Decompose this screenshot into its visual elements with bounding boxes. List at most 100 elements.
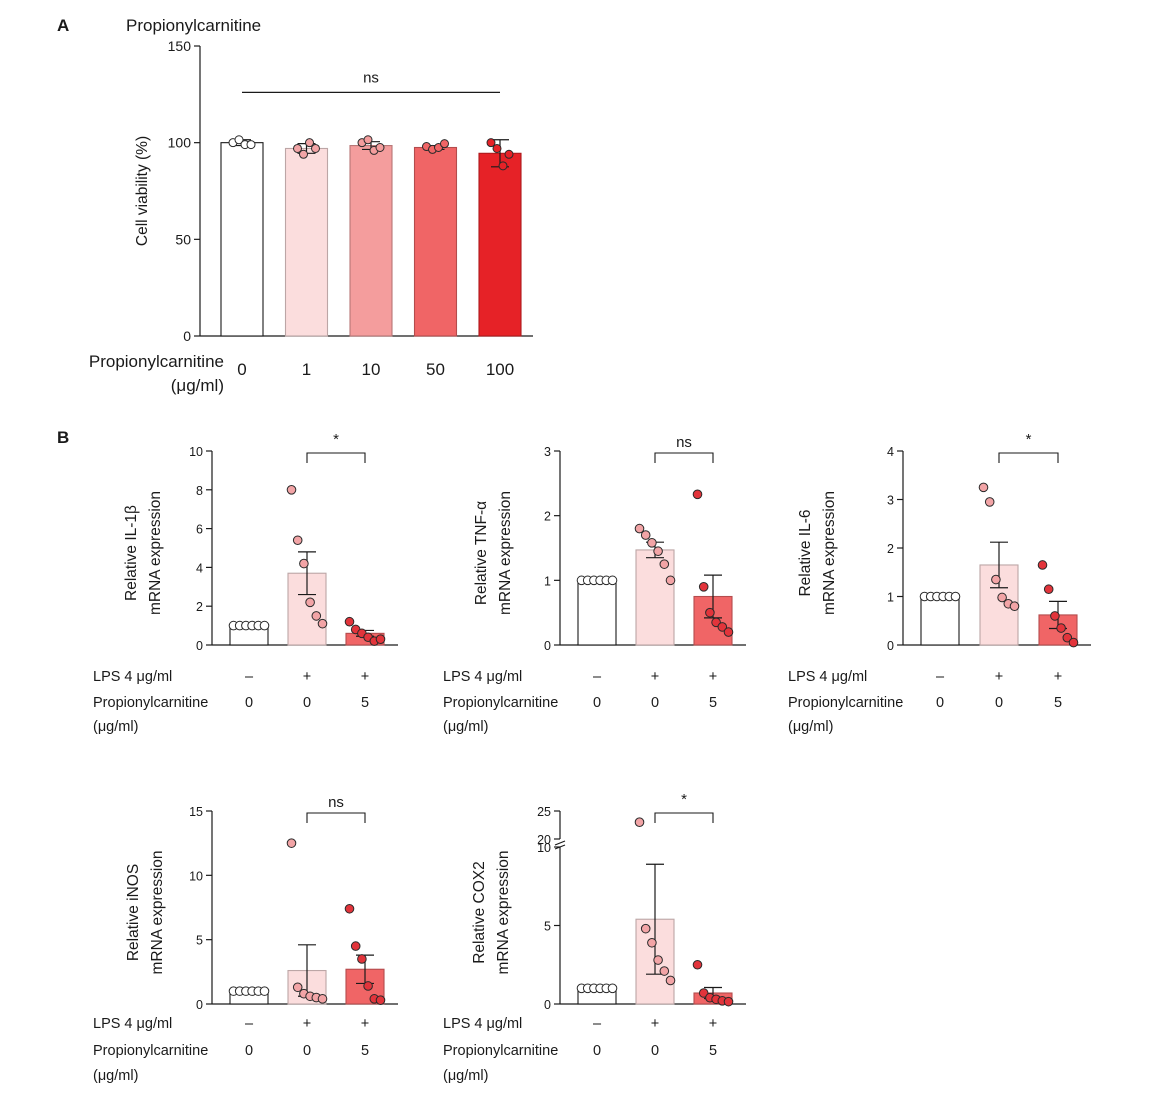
data-point — [653, 546, 663, 557]
y-axis-label: mRNA expression — [821, 491, 838, 615]
condition-value: 0 — [245, 1043, 253, 1059]
y-axis-label: Relative TNF-α — [473, 501, 490, 605]
x-tick-label: 10 — [362, 360, 381, 379]
condition-value: 0 — [245, 695, 253, 711]
condition-row-label: Propionylcarnitine — [93, 695, 208, 711]
condition-value: 0 — [995, 695, 1003, 711]
data-point — [1009, 601, 1020, 612]
y-axis-label: mRNA expression — [497, 491, 514, 615]
y-tick-label: 4 — [196, 561, 203, 575]
data-point — [1068, 637, 1079, 648]
data-point — [659, 559, 670, 569]
y-tick-label: 150 — [168, 38, 192, 54]
data-point — [692, 489, 703, 500]
data-point — [299, 149, 308, 159]
data-point — [375, 143, 385, 152]
data-point — [293, 143, 302, 153]
condition-value: + — [651, 669, 659, 685]
data-point — [246, 140, 256, 150]
x-axis-label: Propionylcarnitine — [89, 352, 224, 371]
y-tick-label: 0 — [887, 639, 894, 653]
data-point — [665, 975, 676, 986]
condition-value: 0 — [651, 1043, 659, 1059]
data-point — [640, 923, 651, 934]
condition-value: 0 — [303, 695, 311, 711]
data-point — [1050, 611, 1060, 621]
data-point — [640, 530, 651, 540]
y-tick-label: 0 — [544, 639, 551, 653]
condition-value: + — [303, 669, 311, 685]
condition-value: + — [1054, 669, 1062, 685]
data-point — [363, 981, 373, 991]
data-point — [634, 817, 645, 828]
y-tick-label: 4 — [887, 445, 894, 459]
bar — [284, 147, 329, 337]
condition-row-label: (μg/ml) — [443, 1068, 488, 1084]
data-point — [317, 618, 328, 629]
data-point — [723, 627, 734, 637]
data-point — [692, 959, 703, 970]
condition-row-label: Propionylcarnitine — [443, 695, 558, 711]
data-point — [653, 955, 663, 965]
data-point — [1037, 560, 1048, 570]
y-axis-label: Relative COX2 — [471, 861, 488, 964]
y-axis-label: Cell viability (%) — [134, 136, 151, 246]
y-tick-label: 6 — [196, 523, 203, 537]
data-point — [375, 634, 386, 644]
condition-value: 5 — [709, 1043, 717, 1059]
chart-iNOS: 0 5 10 15 ns Relative iNOS mRNA expression LPS … — [93, 794, 398, 1084]
data-point — [659, 966, 670, 976]
data-point — [984, 497, 995, 507]
y-tick-label: 2 — [544, 510, 551, 524]
significance-bracket — [654, 812, 714, 823]
data-point — [234, 135, 244, 145]
data-point — [299, 558, 309, 569]
y-axis-label: Relative IL-1β — [123, 505, 140, 601]
condition-row-label: LPS 4 μg/ml — [93, 1016, 172, 1032]
y-tick-label: 0 — [183, 328, 191, 344]
condition-row-label: Propionylcarnitine — [788, 695, 903, 711]
y-tick-label: 25 — [537, 805, 551, 819]
significance-label: ns — [328, 794, 344, 811]
data-point — [259, 986, 270, 996]
chart-IL1b: 0 2 4 6 8 10 * Relative IL-1β mRNA expression LPS… — [93, 431, 398, 735]
y-tick-label: 2 — [887, 542, 894, 556]
significance-bracket — [654, 452, 714, 463]
condition-value: – — [593, 1016, 602, 1032]
bar — [220, 142, 264, 337]
data-point — [665, 575, 676, 586]
data-point — [723, 996, 734, 1007]
y-axis-label: mRNA expression — [495, 850, 512, 974]
bar — [478, 152, 522, 337]
data-point — [305, 138, 314, 148]
significance-bracket — [306, 812, 366, 823]
significance-bracket — [998, 452, 1059, 463]
condition-row-label: (μg/ml) — [788, 719, 833, 735]
y-tick-label: 3 — [544, 445, 551, 459]
y-tick-label: 8 — [196, 484, 203, 498]
condition-row-label: (μg/ml) — [93, 1068, 138, 1084]
condition-value: 5 — [361, 695, 369, 711]
condition-row-label: (μg/ml) — [443, 719, 488, 735]
condition-row-label: LPS 4 μg/ml — [443, 1016, 522, 1032]
y-tick-label: 3 — [887, 494, 894, 508]
y-tick-label: 0 — [196, 998, 203, 1012]
significance-label: ns — [363, 69, 379, 86]
condition-row-label: (μg/ml) — [93, 719, 138, 735]
bar — [577, 579, 617, 646]
data-point — [705, 607, 715, 618]
data-point — [647, 937, 657, 948]
data-point — [504, 149, 514, 159]
data-point — [350, 941, 361, 951]
x-tick-label: 1 — [302, 360, 311, 379]
y-axis-label: mRNA expression — [147, 491, 164, 615]
condition-value: 5 — [709, 695, 717, 711]
condition-value: – — [593, 669, 602, 685]
condition-value: + — [651, 1016, 659, 1032]
y-tick-label: 50 — [175, 231, 191, 247]
condition-value: – — [936, 669, 945, 685]
data-point — [607, 575, 618, 586]
